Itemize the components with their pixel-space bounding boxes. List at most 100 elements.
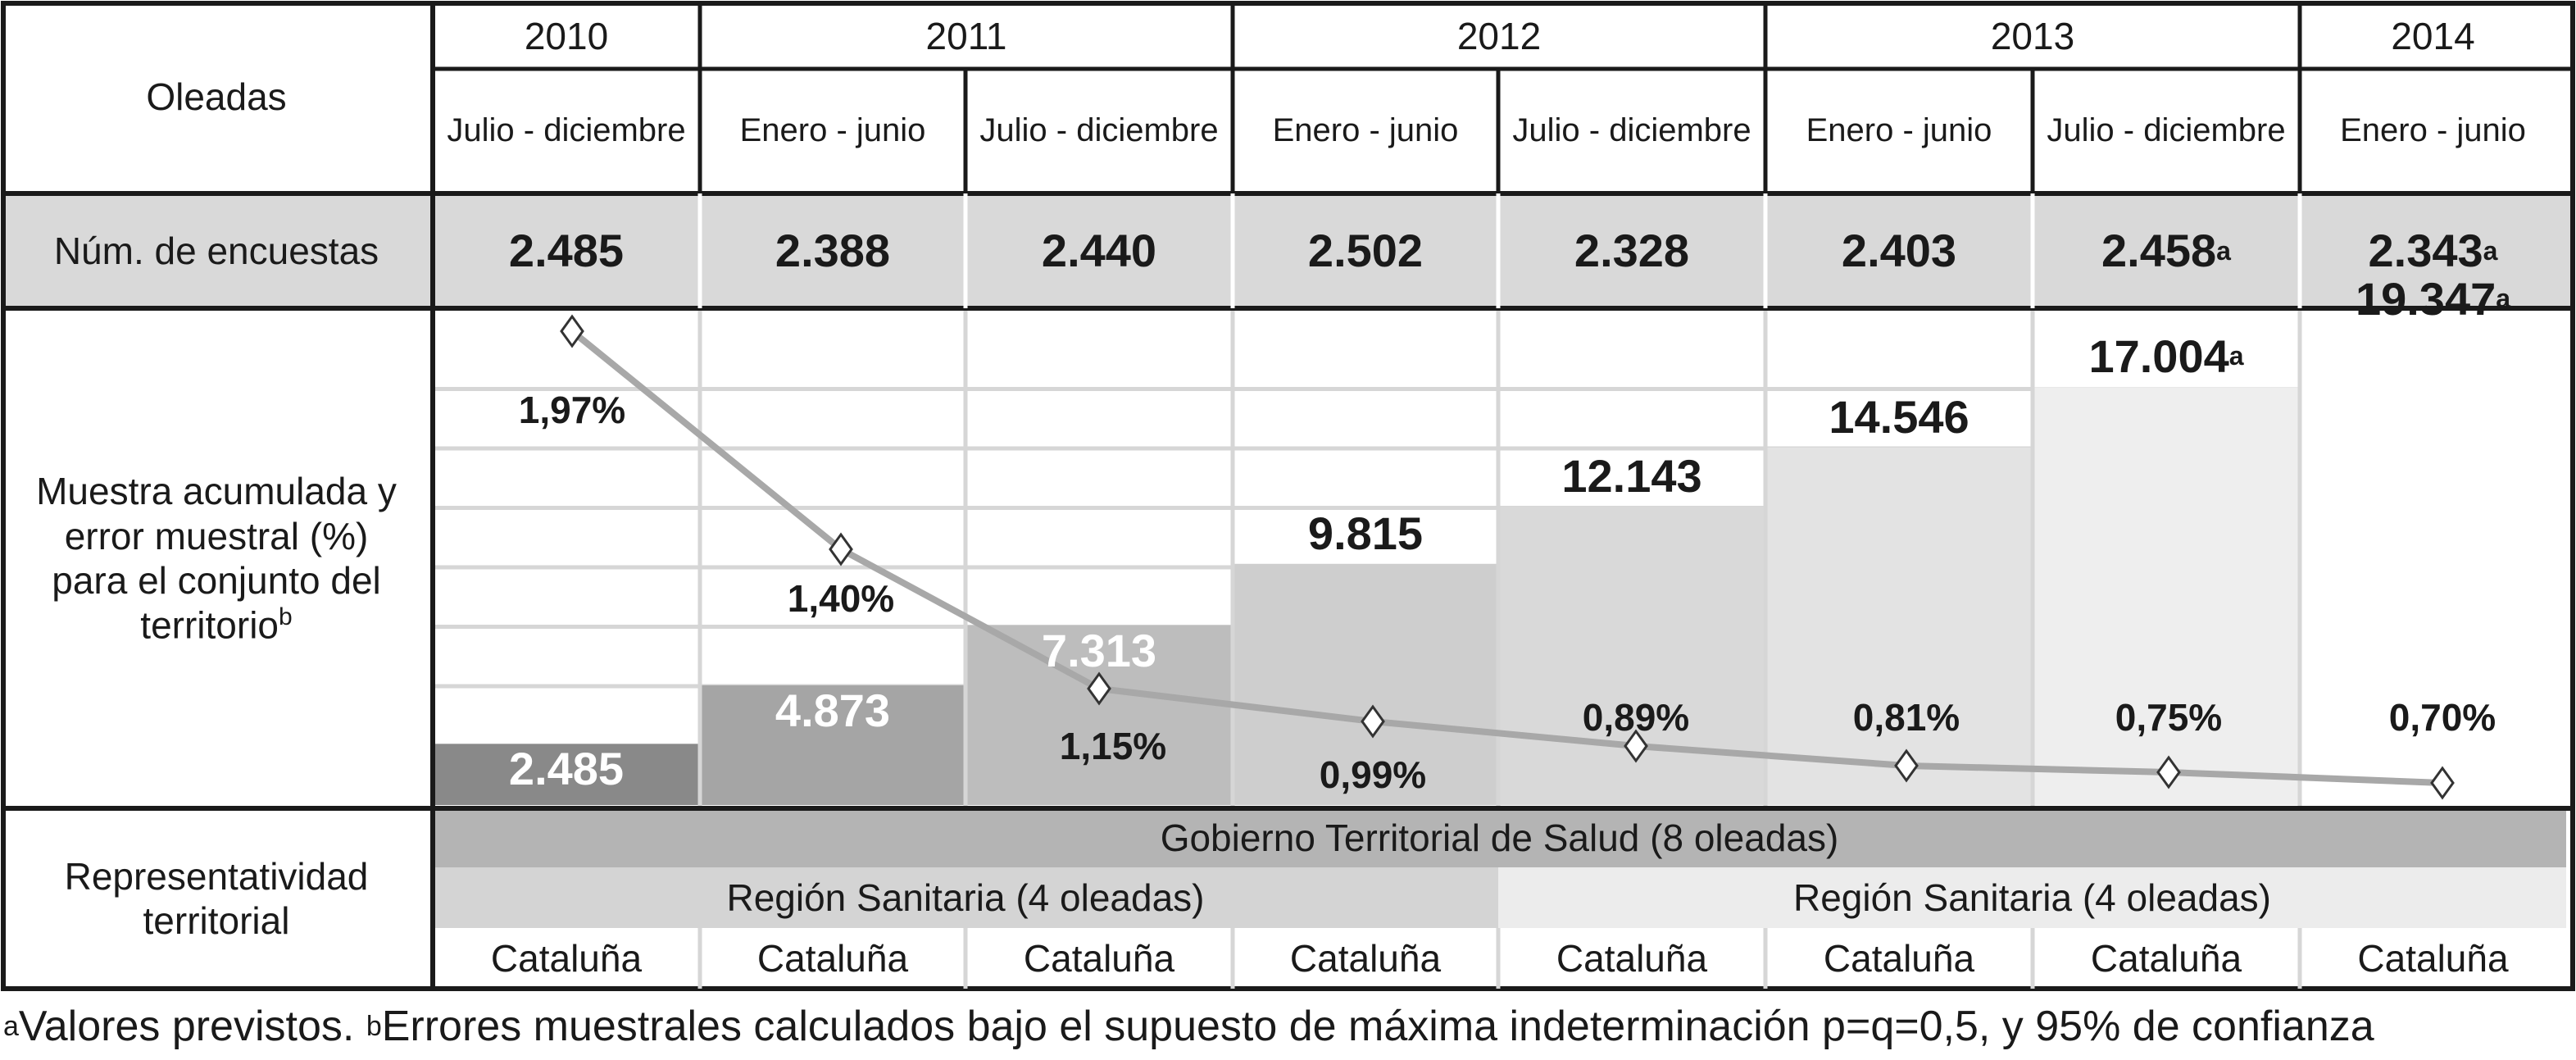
band-label-region-sanitaria-1: Región Sanitaria (4 oleadas): [726, 876, 1205, 919]
band-region-sanitaria-1: [433, 867, 1498, 928]
cumulative-label-3: 7.313: [965, 622, 1233, 680]
cumulative-bar-1: [433, 744, 700, 805]
survey-count-6: 2.403: [1765, 193, 2033, 308]
survey-count-7-text: 2.458: [2101, 224, 2217, 276]
cumulative-label-6: 14.546: [1765, 389, 2033, 446]
survey-count-2: 2.388: [700, 193, 965, 308]
cumulative-label-7-sup: a: [2228, 341, 2244, 371]
row-header-waves: Oleadas: [146, 75, 287, 118]
period-label-7: Julio - diciembre: [2047, 112, 2286, 149]
survey-count-5: 2.328: [1498, 193, 1765, 308]
row-header-surveys: Núm. de encuestas: [53, 229, 379, 272]
cumulative-label-4-text: 9.815: [1307, 507, 1424, 559]
row-header-cumulative: Muestra acumulada y error muestral (%) p…: [0, 308, 433, 808]
sampling-error-point-1: [560, 314, 584, 348]
survey-count-4: 2.502: [1233, 193, 1498, 308]
sampling-error-point-5: [1624, 729, 1648, 763]
cumulative-bar-6: [1765, 447, 2033, 805]
sampling-error-label-4: 0,99%: [1319, 753, 1427, 796]
band-gobierno-territorial: [433, 808, 2566, 867]
cumulative-bar-8: [2300, 330, 2566, 805]
row-header-cumulative-line-2: error muestral (%): [64, 514, 369, 557]
period-label-6: Enero - junio: [1806, 112, 1992, 149]
row-header-representativity: Representatividad territorial: [0, 808, 433, 989]
region-label-6: Cataluña: [1823, 936, 1975, 980]
survey-count-1: 2.485: [433, 193, 700, 308]
cumulative-label-8-sup: a: [2496, 284, 2511, 314]
row-header-representativity-line-1: Representatividad: [64, 854, 369, 898]
survey-count-4-text: 2.502: [1307, 224, 1424, 276]
survey-count-2-text: 2.388: [775, 224, 891, 276]
survey-count-1-text: 2.485: [508, 224, 625, 276]
band-label-gobierno-territorial: Gobierno Territorial de Salud (8 oleadas…: [1160, 816, 1839, 859]
year-label-2013: 2013: [1990, 14, 2075, 57]
cumulative-bar-4: [1233, 563, 1498, 805]
survey-count-7: 2.458 a: [2033, 193, 2300, 308]
survey-count-3: 2.440: [965, 193, 1233, 308]
sampling-error-label-1: 1,97%: [518, 388, 626, 431]
cumulative-label-8: 19.347 a: [2300, 271, 2566, 328]
survey-count-8-text: 2.343: [2368, 224, 2483, 276]
cumulative-label-1-text: 2.485: [508, 743, 625, 795]
band-region-sanitaria-2: [1498, 867, 2566, 928]
sampling-error-point-2: [829, 532, 853, 566]
sampling-error-point-6: [1894, 748, 1919, 783]
region-label-7: Cataluña: [2090, 936, 2242, 980]
year-label-2012: 2012: [1456, 14, 1542, 57]
year-label-2014: 2014: [2391, 14, 2475, 57]
table-border: [1, 1, 2575, 991]
survey-count-8: 2.343 a: [2300, 193, 2566, 308]
footnote-a-text: Valores previstos.: [18, 1003, 355, 1050]
row-header-cumulative-line-1: Muestra acumulada y: [36, 470, 397, 513]
sampling-error-point-7: [2156, 755, 2181, 789]
period-label-5: Julio - diciembre: [1512, 112, 1751, 149]
sampling-error-label-5: 0,89%: [1582, 695, 1690, 739]
sampling-error-point-3: [1087, 671, 1111, 706]
cumulative-label-2-text: 4.873: [775, 684, 891, 736]
cumulative-label-2: 4.873: [700, 682, 965, 739]
footnote-mark-b: b: [279, 603, 293, 631]
cumulative-label-3-text: 7.313: [1041, 624, 1157, 676]
survey-count-5-text: 2.328: [1574, 224, 1690, 276]
cumulative-label-4: 9.815: [1233, 505, 1498, 562]
year-label-2011: 2011: [925, 14, 1007, 57]
row-header-representativity-line-2: territorial: [143, 899, 290, 942]
period-label-2: Enero - junio: [739, 112, 926, 149]
sampling-error-label-7: 0,75%: [2115, 695, 2223, 739]
sampling-error-point-4: [1361, 704, 1385, 739]
cumulative-label-5-text: 12.143: [1561, 449, 1702, 502]
cumulative-bar-2: [700, 685, 965, 805]
sampling-error-line: [570, 328, 2443, 786]
sampling-error-label-2: 1,40%: [787, 576, 895, 620]
cumulative-bar-7: [2033, 387, 2300, 805]
sampling-error-label-6: 0,81%: [1852, 695, 1960, 739]
cumulative-label-5: 12.143: [1498, 448, 1765, 505]
band-label-region-sanitaria-2: Región Sanitaria (4 oleadas): [1792, 876, 2272, 919]
region-label-1: Cataluña: [490, 936, 643, 980]
period-label-1: Julio - diciembre: [447, 112, 686, 149]
sampling-error-point-8: [2430, 766, 2455, 800]
period-label-8: Enero - junio: [2340, 112, 2526, 149]
period-label-3: Julio - diciembre: [979, 112, 1219, 149]
year-label-2010: 2010: [524, 14, 609, 57]
row-header-cumulative-line-4: territoriob: [140, 603, 292, 648]
region-label-5: Cataluña: [1556, 936, 1708, 980]
survey-count-3-text: 2.440: [1041, 224, 1157, 276]
cumulative-label-1: 2.485: [433, 741, 700, 798]
region-label-8: Cataluña: [2357, 936, 2509, 980]
cumulative-bar-5: [1498, 506, 1765, 805]
cumulative-label-8-text: 19.347: [2355, 272, 2496, 325]
sampling-error-label-3: 1,15%: [1059, 724, 1167, 767]
region-label-3: Cataluña: [1023, 936, 1175, 980]
period-label-4: Enero - junio: [1272, 112, 1459, 149]
footnote-b-text: Errores muestrales calculados bajo el su…: [381, 1003, 2374, 1050]
cumulative-bar-3: [965, 625, 1233, 805]
chart-graphics: [1, 1, 2575, 991]
survey-count-6-text: 2.403: [1841, 224, 1957, 276]
footnote: a Valores previstos. b Errores muestrales …: [3, 1003, 2374, 1050]
sampling-error-label-8: 0,70%: [2388, 695, 2496, 739]
region-label-4: Cataluña: [1289, 936, 1442, 980]
cumulative-label-6-text: 14.546: [1829, 390, 1969, 443]
cumulative-label-7: 17.004 a: [2033, 328, 2300, 385]
